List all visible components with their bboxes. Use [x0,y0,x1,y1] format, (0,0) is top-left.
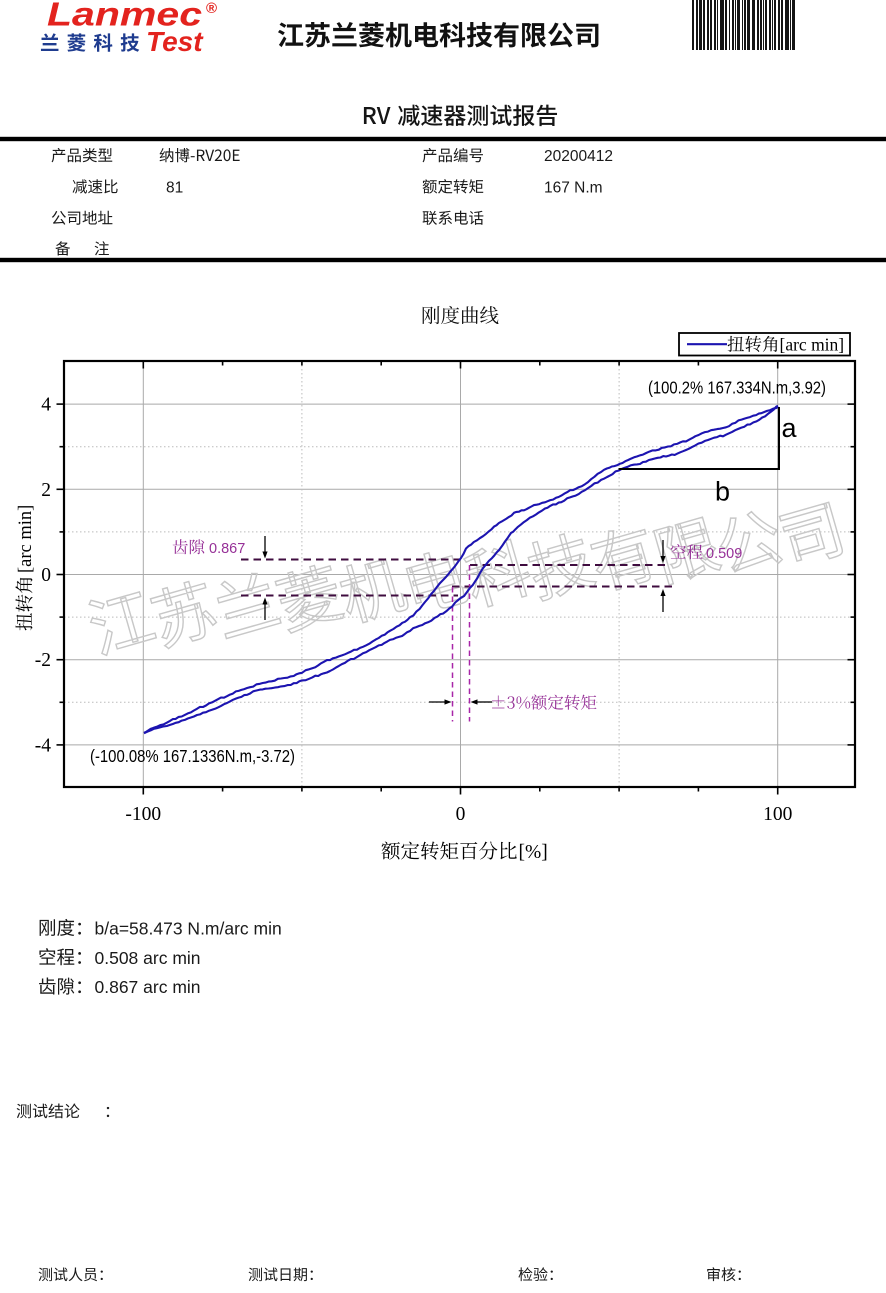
svg-text:0: 0 [456,804,466,825]
svg-text:Lanmec: Lanmec [47,0,202,33]
svg-text:[%]: [%] [519,842,548,863]
svg-text:20200412: 20200412 [544,148,613,165]
svg-text:(-100.08% 167.1336N.m,-3.72): (-100.08% 167.1336N.m,-3.72) [90,746,295,766]
svg-text:[arc min]: [arc min] [780,335,845,355]
svg-text:0.867 arc min: 0.867 arc min [95,977,201,997]
svg-text:®: ® [206,0,217,17]
svg-text:a: a [782,413,798,443]
svg-text:(100.2% 167.334N.m,3.92): (100.2% 167.334N.m,3.92) [648,378,826,398]
svg-text:4: 4 [41,395,51,416]
svg-text:0.509: 0.509 [706,546,742,562]
svg-text:Test: Test [146,26,204,57]
svg-text:0.867: 0.867 [209,541,245,557]
svg-text:-4: -4 [35,735,51,756]
svg-text:81: 81 [166,179,183,196]
svg-text:-2: -2 [35,650,51,671]
svg-text:100: 100 [763,804,792,825]
svg-text:167 N.m: 167 N.m [544,179,603,196]
svg-text:2: 2 [41,480,51,501]
svg-text:0: 0 [41,565,51,586]
svg-text:-100: -100 [125,804,161,825]
svg-text:[arc min]: [arc min] [16,505,36,573]
svg-text:0.508 arc min: 0.508 arc min [95,948,201,968]
svg-text:b/a=58.473 N.m/arc min: b/a=58.473 N.m/arc min [95,919,282,939]
svg-text:b: b [715,477,730,507]
